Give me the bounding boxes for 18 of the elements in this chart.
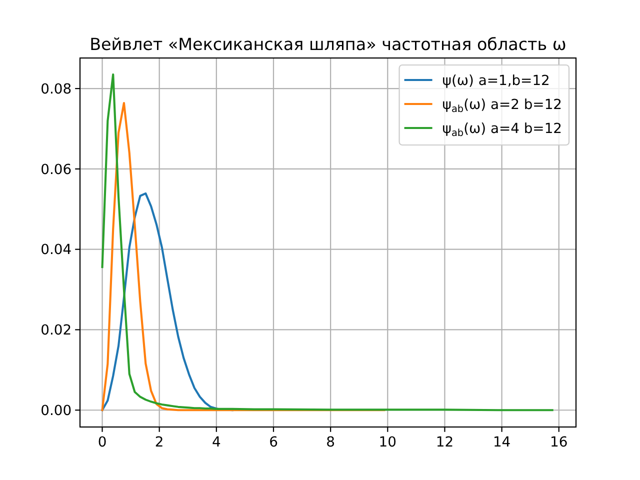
x-tick-label: 16 (550, 434, 568, 450)
x-tick-label: 8 (326, 434, 335, 450)
y-tick-label: 0.08 (40, 81, 72, 98)
y-tick-label: 0.06 (40, 162, 72, 178)
x-tick-label: 12 (436, 434, 454, 450)
y-tick-label: 0.04 (40, 242, 72, 258)
legend-label: ψ(ω) a=1,b=12 (442, 72, 550, 89)
x-tick-label: 2 (154, 434, 164, 450)
x-tick-label: 14 (492, 434, 511, 450)
x-tick-label: 6 (269, 434, 278, 450)
x-tick-label: 4 (212, 434, 221, 450)
legend-label: ψ$_{ab}$(ω) a=2 b=12 (442, 96, 562, 114)
chart-title: Вейвлет «Мексиканская шляпа» частотная область ω (90, 34, 566, 54)
legend-label: ψ$_{ab}$(ω) a=4 b=12 (442, 120, 562, 138)
y-tick-label: 0.00 (40, 402, 72, 419)
x-tick-label: 0 (98, 434, 107, 450)
y-tick-label: 0.02 (40, 322, 72, 339)
x-tick-label: 10 (378, 434, 396, 450)
